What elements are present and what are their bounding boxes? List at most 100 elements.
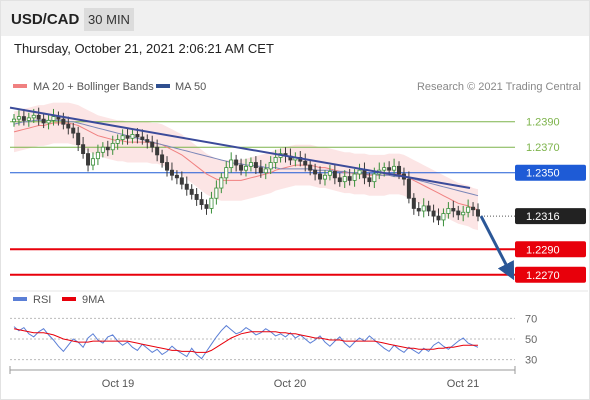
price-legend: MA 20 + Bollinger Bands MA 50 Research ©…	[13, 81, 581, 93]
candle-body	[21, 116, 26, 121]
candle-body	[362, 169, 367, 179]
candle-body	[352, 173, 357, 181]
candle-body	[105, 146, 110, 151]
candle-body	[51, 116, 56, 121]
candle-body	[145, 139, 150, 143]
candle-body	[61, 118, 66, 125]
candle-body	[421, 205, 426, 212]
candle-body	[86, 153, 91, 166]
ma20-legend-label: MA 20 + Bollinger Bands	[33, 81, 154, 93]
candle-body	[243, 165, 249, 171]
timeframe-badge[interactable]: 30 MIN	[84, 8, 134, 31]
candle-body	[229, 159, 234, 169]
candle-body	[382, 167, 387, 171]
candle-body	[189, 188, 194, 195]
level-tag-support	[515, 266, 586, 283]
candle-body	[204, 204, 209, 209]
candle-body	[100, 146, 105, 153]
candle-body	[411, 197, 416, 209]
candle-body	[179, 177, 184, 185]
candle-body	[322, 174, 327, 180]
candle-body	[194, 194, 199, 200]
candle-body	[475, 209, 481, 217]
level-label-support: 1.2290	[526, 244, 560, 256]
candle-body	[431, 210, 436, 217]
candle-body	[26, 117, 31, 121]
level-tag-support	[515, 241, 586, 258]
rsi-series-1	[13, 328, 478, 353]
x-tick-label: Oct 21	[447, 378, 479, 390]
level-label-support: 1.2270	[526, 270, 560, 282]
candle-body	[392, 165, 397, 171]
rsi-ma-legend-swatch	[62, 297, 76, 301]
candle-body	[130, 134, 135, 139]
candle-body	[342, 176, 347, 183]
candle-body	[31, 114, 36, 119]
forecast-arrow	[479, 215, 515, 281]
candle-body	[46, 120, 51, 124]
candle-body	[347, 176, 352, 181]
level-tag-pivot	[515, 164, 586, 181]
rsi-ma-legend-label: 9MA	[82, 294, 105, 306]
x-axis: Oct 19 Oct 20 Oct 21	[9, 366, 516, 390]
rsi-legend-swatch	[13, 297, 27, 301]
candle-body	[397, 165, 402, 175]
candle-body	[248, 162, 253, 167]
candle-body	[41, 118, 46, 124]
candle-body	[258, 167, 263, 174]
candle-body	[446, 208, 451, 214]
candle-body	[436, 215, 441, 221]
level-label-resistance: 1.2370	[526, 142, 560, 154]
symbol-title: USD/CAD	[11, 11, 80, 28]
candle-body	[11, 118, 17, 123]
candle-body	[387, 167, 392, 171]
candle-body	[219, 177, 224, 189]
candle-body	[308, 164, 313, 171]
candle-body	[135, 134, 140, 138]
ma20-line	[13, 122, 479, 211]
candle-body	[150, 141, 155, 148]
candle-body	[273, 157, 278, 163]
level-tag-last	[515, 208, 586, 225]
ma50-legend-label: MA 50	[175, 81, 206, 93]
candle-body	[263, 168, 268, 174]
trendline	[9, 106, 471, 190]
rsi-tick-label: 70	[525, 313, 537, 325]
candle-body	[441, 213, 446, 221]
candle-body	[234, 159, 239, 166]
candle-body	[357, 169, 362, 175]
rsi-tick-label: 30	[525, 355, 537, 367]
candle-body	[426, 205, 431, 212]
candle-body	[332, 171, 337, 179]
candle-body	[372, 173, 377, 183]
rsi-panel: 70 50 30	[10, 313, 537, 367]
candle-body	[214, 187, 219, 199]
candle-body	[115, 139, 120, 144]
candle-body	[71, 127, 76, 134]
candle-body	[199, 199, 204, 206]
candle-body	[224, 167, 229, 179]
level-label-resistance: 1.2390	[526, 117, 560, 129]
ma50-legend-swatch	[156, 84, 170, 88]
candle-body	[66, 123, 71, 129]
candle-body	[239, 164, 244, 171]
candle-body	[327, 171, 332, 176]
candle-body	[318, 173, 323, 180]
candle-body	[169, 169, 174, 176]
candle-body	[268, 162, 273, 170]
candle-body	[140, 136, 145, 140]
timestamp: Thursday, October 21, 2021 2:06:21 AM CE…	[14, 41, 274, 56]
ma20-legend-swatch	[13, 84, 27, 88]
candle-body	[461, 211, 466, 216]
candle-body	[253, 162, 258, 169]
candle-body	[36, 114, 41, 120]
candle-body	[81, 144, 86, 154]
candle-body	[95, 151, 100, 160]
candle-body	[184, 183, 189, 190]
rsi-series-0	[13, 324, 479, 360]
candle-body	[16, 116, 21, 120]
candle-body	[110, 142, 115, 151]
level-label-last: 1.2316	[526, 211, 560, 223]
rsi-legend-label: RSI	[33, 294, 51, 306]
